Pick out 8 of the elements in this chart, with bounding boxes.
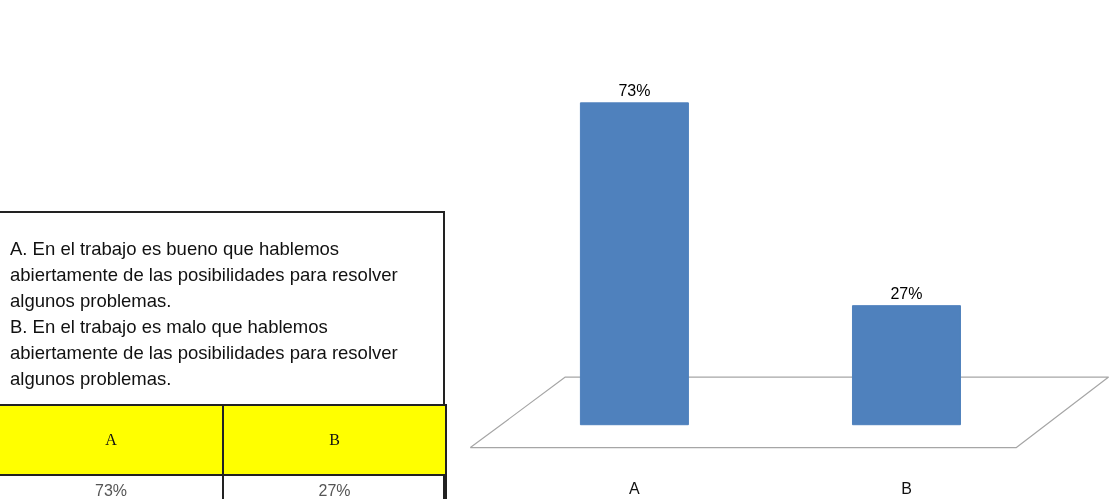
text: B. En el trabajo es malo que hablemos abiertamente de las posibilidades para resolver algunos problemas. [10, 315, 399, 391]
text: A. En el trabajo es bueno que hablemos abiertamente de las posibilidades para resolver algunos problemas. [10, 237, 399, 313]
data-label: 73% [618, 81, 651, 99]
data-label: 27% [890, 284, 923, 302]
text: 27% [318, 482, 351, 499]
category-label: B [329, 430, 340, 448]
text: 73% [94, 482, 128, 499]
category-label: A [105, 430, 117, 448]
